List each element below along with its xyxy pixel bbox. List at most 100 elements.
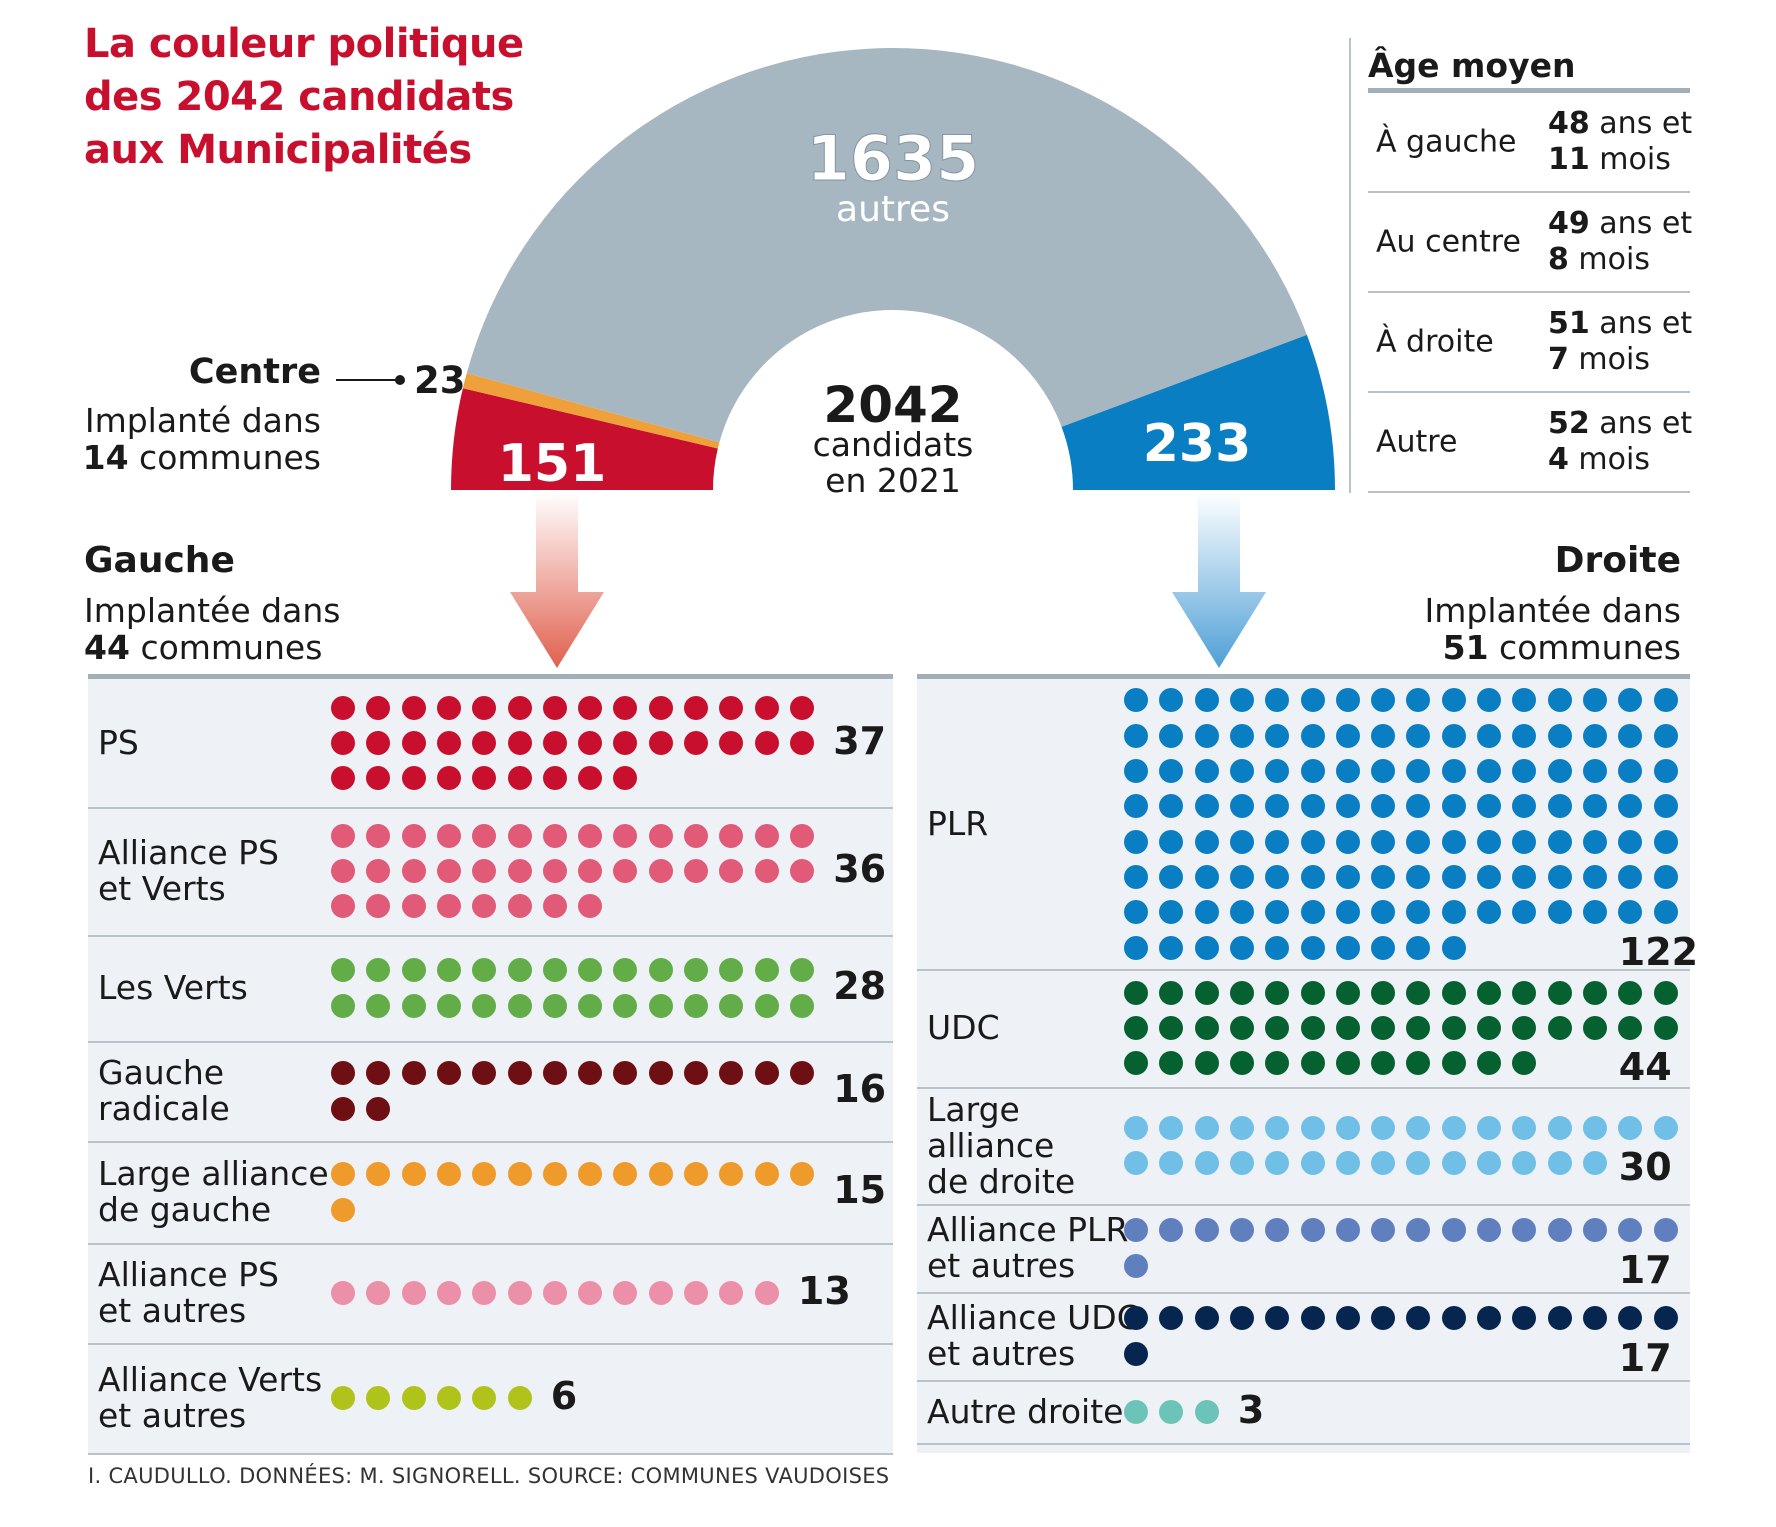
candidate-dot <box>331 731 355 755</box>
candidate-dot <box>719 1281 744 1305</box>
droite-arrow <box>1172 492 1266 668</box>
candidate-dot <box>1124 723 1148 748</box>
candidate-dot <box>366 695 391 720</box>
candidate-dot <box>1300 900 1325 925</box>
candidate-dot <box>1265 794 1290 819</box>
candidate-dot <box>684 1061 708 1086</box>
candidate-dot <box>1124 1306 1148 1331</box>
party-label: Les Verts <box>98 968 248 1007</box>
candidate-dot <box>684 958 708 983</box>
candidate-dot <box>507 1386 532 1410</box>
candidate-dot <box>1512 1115 1537 1140</box>
candidate-dot <box>613 1281 638 1305</box>
candidate-dot <box>1229 1051 1254 1076</box>
candidate-dot <box>1159 1399 1184 1424</box>
candidate-dot <box>1229 829 1254 854</box>
candidate-dot <box>754 1162 779 1187</box>
candidate-dot <box>1300 935 1325 960</box>
candidate-dot <box>1582 864 1607 889</box>
candidate-dot <box>472 1162 497 1187</box>
candidate-dot <box>1371 688 1396 713</box>
candidate-dot <box>1300 864 1325 889</box>
candidate-dot <box>1512 900 1537 925</box>
candidate-dot <box>1265 688 1290 713</box>
gauche-panel: PS 37 Alliance PS et Verts 36 Les Verts 28 Gau… <box>88 674 893 1455</box>
centre-leader-dot <box>395 375 405 385</box>
candidate-dot <box>1229 1218 1254 1243</box>
candidate-dot <box>366 1386 391 1410</box>
candidate-dot <box>1335 1016 1360 1040</box>
candidate-dot <box>1441 935 1466 960</box>
candidate-dot <box>1124 900 1148 925</box>
candidate-dot <box>1406 759 1431 784</box>
party-count: 3 <box>1237 1387 1265 1432</box>
age-row-label: Autre <box>1376 424 1458 460</box>
candidate-dot <box>1335 980 1360 1005</box>
candidate-dot <box>1512 864 1537 889</box>
party-count: 30 <box>1618 1145 1672 1190</box>
candidate-dot <box>507 894 532 919</box>
candidate-dot <box>472 1061 497 1086</box>
candidate-dot <box>1547 1151 1572 1176</box>
candidate-dot <box>401 1386 426 1410</box>
candidate-dot <box>648 823 673 848</box>
candidate-dot <box>401 993 426 1018</box>
candidate-dot <box>1618 1016 1643 1040</box>
candidate-dot <box>1406 864 1431 889</box>
candidate-dot <box>1300 829 1325 854</box>
party-row: PS 37 <box>88 679 893 809</box>
candidate-dot <box>1300 1051 1325 1076</box>
age-years: 52 <box>1548 406 1590 441</box>
slice-droite <box>1061 334 1335 490</box>
candidate-dot <box>1547 759 1572 784</box>
candidate-dot <box>542 894 567 919</box>
candidate-dot <box>1124 1341 1148 1366</box>
candidate-dot <box>1159 935 1184 960</box>
candidate-dot <box>648 731 673 755</box>
party-label: UDC <box>927 1008 1000 1047</box>
candidate-dot <box>1653 1115 1678 1140</box>
slice-autres <box>466 47 1307 443</box>
candidate-dot <box>1618 900 1643 925</box>
candidate-dot <box>1406 829 1431 854</box>
age-row: Autre 52 ans et 4 mois <box>1368 393 1692 493</box>
candidate-dot <box>1371 794 1396 819</box>
age-months: 7 <box>1548 342 1569 377</box>
candidate-dot <box>1265 759 1290 784</box>
party-count: 37 <box>833 719 887 763</box>
candidate-dot <box>1194 1016 1219 1040</box>
candidate-dot <box>1300 1218 1325 1243</box>
candidate-dot <box>613 859 638 883</box>
age-row: À droite 51 ans et 7 mois <box>1368 293 1692 393</box>
candidate-dot <box>472 1281 497 1305</box>
candidate-dot <box>1406 1151 1431 1176</box>
gauche-sub-line1: Implantée dans <box>84 591 341 630</box>
party-label: Alliance PS et autres <box>98 1255 280 1330</box>
candidate-dot <box>1547 1016 1572 1040</box>
candidate-dot <box>472 894 497 919</box>
candidate-dot <box>1477 900 1501 925</box>
candidate-dot <box>331 823 355 848</box>
candidate-dot <box>436 1162 461 1187</box>
candidate-dot <box>1582 829 1607 854</box>
candidate-dot <box>1265 980 1290 1005</box>
candidate-dot <box>1406 1115 1431 1140</box>
candidate-dot <box>1477 980 1501 1005</box>
party-count: 28 <box>833 964 887 1008</box>
party-row: Gauche radicale 16 <box>88 1041 893 1143</box>
candidate-dot <box>1653 864 1678 889</box>
candidate-dot <box>542 766 567 791</box>
gauche-sub-line2: communes <box>140 628 323 667</box>
candidate-dot <box>1618 1218 1643 1243</box>
candidate-dot <box>1194 1151 1219 1176</box>
candidate-dot <box>1547 688 1572 713</box>
candidate-dot <box>1265 1051 1290 1076</box>
candidate-dot <box>1441 900 1466 925</box>
candidate-dot <box>1582 1218 1607 1243</box>
candidate-dot <box>331 993 355 1018</box>
candidate-dot <box>1618 759 1643 784</box>
candidate-dot <box>1547 864 1572 889</box>
party-count: 15 <box>833 1168 887 1212</box>
party-row: Les Verts 28 <box>88 935 893 1043</box>
candidate-dot <box>1618 723 1643 748</box>
